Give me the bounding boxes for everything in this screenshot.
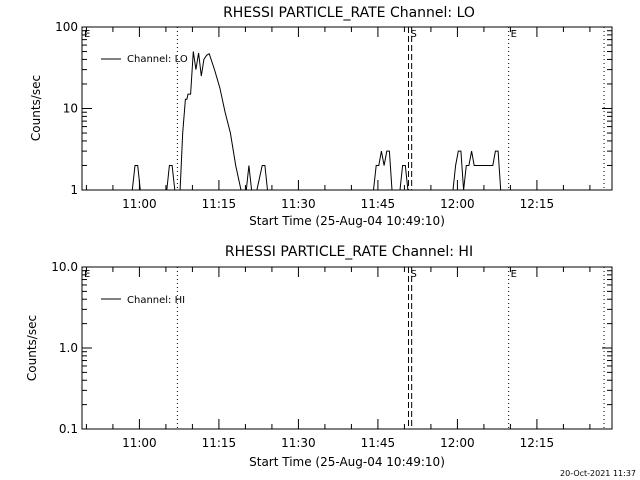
chart-title: RHESSI PARTICLE_RATE Channel: HI — [225, 244, 473, 260]
y-tick-label: 1.0 — [59, 341, 78, 355]
plot-frame — [81, 26, 613, 191]
panel-hi: RHESSI PARTICLE_RATE Channel: HI Start T… — [25, 244, 613, 469]
x-tick-label: 12:00 — [440, 197, 475, 211]
y-tick-label: 1 — [70, 183, 78, 197]
y-axis-label: Counts/sec — [29, 75, 43, 141]
x-tick-label: 11:00 — [122, 197, 157, 211]
x-tick-label: 12:15 — [520, 436, 555, 450]
legend-label: Channel: LO — [127, 54, 188, 65]
legend-label: Channel: HI — [127, 295, 185, 306]
time-marker-label: S — [410, 269, 416, 280]
x-tick-label: 11:45 — [361, 197, 396, 211]
y-tick-label: 10 — [63, 102, 78, 116]
x-tick-label: 12:00 — [440, 436, 475, 450]
x-tick-label: 11:15 — [202, 436, 237, 450]
x-axis-label: Start Time (25-Aug-04 10:49:10) — [249, 214, 445, 228]
x-tick-label: 11:30 — [281, 197, 316, 211]
time-marker-label: E — [84, 269, 90, 280]
plot-frame — [81, 266, 613, 430]
time-marker-label: E — [84, 29, 90, 40]
time-marker-label: E — [511, 29, 517, 40]
y-tick-label: 10.0 — [51, 260, 78, 274]
y-axis-label: Counts/sec — [25, 315, 39, 381]
x-axis-label: Start Time (25-Aug-04 10:49:10) — [249, 455, 445, 469]
y-tick-label: 0.1 — [59, 422, 78, 436]
x-tick-label: 11:00 — [122, 436, 157, 450]
y-tick-label: 100 — [55, 20, 78, 34]
series-line — [131, 51, 502, 191]
time-marker-label: E — [511, 269, 517, 280]
footer-timestamp: 20-Oct-2021 11:37 — [560, 469, 636, 478]
x-tick-label: 11:45 — [361, 436, 396, 450]
x-tick-label: 12:15 — [520, 197, 555, 211]
panel-lo: RHESSI PARTICLE_RATE Channel: LO Start T… — [29, 5, 613, 228]
x-tick-label: 11:30 — [281, 436, 316, 450]
chart-title: RHESSI PARTICLE_RATE Channel: LO — [223, 5, 475, 21]
x-tick-label: 11:15 — [202, 197, 237, 211]
time-marker-label: S — [410, 29, 416, 40]
